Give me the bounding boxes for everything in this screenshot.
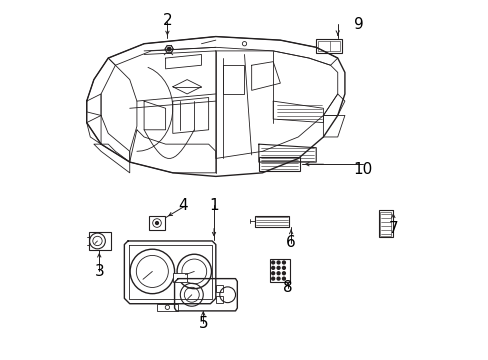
Text: 7: 7 — [388, 221, 397, 236]
FancyBboxPatch shape — [316, 39, 341, 53]
Text: 3: 3 — [94, 264, 104, 279]
FancyBboxPatch shape — [255, 216, 289, 226]
FancyBboxPatch shape — [149, 216, 164, 230]
Circle shape — [167, 47, 171, 51]
Circle shape — [155, 222, 158, 225]
Circle shape — [277, 272, 280, 275]
Circle shape — [271, 261, 274, 264]
Circle shape — [271, 272, 274, 275]
Circle shape — [271, 277, 274, 280]
FancyBboxPatch shape — [270, 259, 289, 282]
FancyBboxPatch shape — [89, 232, 110, 250]
Text: 6: 6 — [285, 235, 295, 250]
Circle shape — [277, 261, 280, 264]
Circle shape — [282, 261, 285, 264]
Circle shape — [282, 272, 285, 275]
FancyBboxPatch shape — [258, 157, 300, 171]
FancyBboxPatch shape — [215, 285, 223, 292]
FancyBboxPatch shape — [380, 212, 390, 235]
Text: 5: 5 — [198, 316, 208, 331]
FancyBboxPatch shape — [156, 304, 178, 311]
Text: 10: 10 — [352, 162, 372, 177]
Text: 8: 8 — [282, 280, 292, 295]
FancyBboxPatch shape — [378, 211, 392, 237]
Text: 4: 4 — [178, 198, 188, 213]
Circle shape — [277, 277, 280, 280]
Circle shape — [277, 266, 280, 269]
Circle shape — [282, 277, 285, 280]
Text: 1: 1 — [209, 198, 219, 213]
FancyBboxPatch shape — [172, 273, 187, 282]
Text: 2: 2 — [162, 13, 172, 28]
Circle shape — [271, 266, 274, 269]
Text: 9: 9 — [354, 17, 364, 32]
Circle shape — [282, 266, 285, 269]
FancyBboxPatch shape — [215, 296, 223, 303]
FancyBboxPatch shape — [318, 41, 339, 51]
